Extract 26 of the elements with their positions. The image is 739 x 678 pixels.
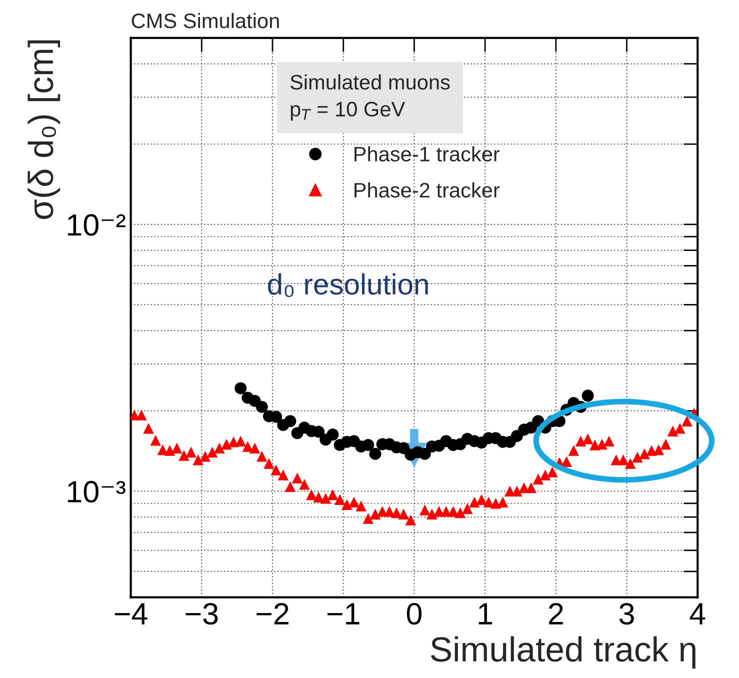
x-tick-label: −4 bbox=[114, 603, 148, 624]
x-tick-label: −2 bbox=[256, 602, 288, 624]
point bbox=[256, 400, 268, 413]
x-tick-label: 4 bbox=[690, 603, 706, 624]
x-tick-label: −3 bbox=[186, 602, 218, 625]
x-tick-label: −1 bbox=[327, 603, 360, 624]
point bbox=[582, 390, 594, 402]
x-tick-label: 2 bbox=[548, 602, 563, 624]
point bbox=[284, 415, 296, 428]
annotation: Simulated muons p$_{T}$ = 10 GeV bbox=[290, 74, 450, 121]
point bbox=[362, 438, 374, 451]
x-tick-label: 0 bbox=[406, 602, 422, 625]
legend-label: Phase-2 tracker bbox=[354, 182, 500, 198]
annotation: d₀ resolution bbox=[268, 273, 428, 298]
x-axis-title: Simulated track η bbox=[430, 636, 696, 669]
x-tick-label: 3 bbox=[619, 602, 634, 625]
point bbox=[326, 428, 339, 441]
legend-label: Phase-1 tracker bbox=[354, 146, 500, 162]
point bbox=[418, 448, 431, 460]
text: CMS Simulation bbox=[132, 12, 279, 28]
y-tick-label: 10⁻³ bbox=[68, 480, 126, 503]
y-tick-label: 10⁻² bbox=[68, 214, 126, 236]
point bbox=[234, 382, 247, 394]
point bbox=[369, 448, 382, 460]
x-tick-label: 1 bbox=[478, 603, 492, 624]
y-axis-title: σ(δ d₀) [cm] bbox=[28, 40, 60, 219]
